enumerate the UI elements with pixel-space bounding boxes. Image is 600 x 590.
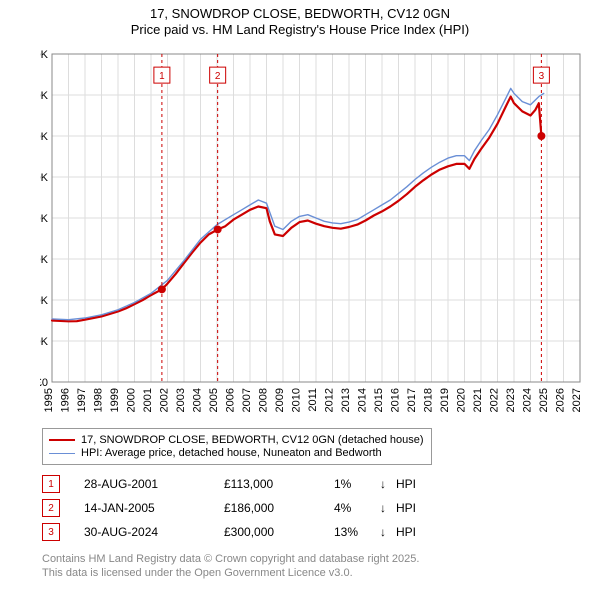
svg-text:2009: 2009 [274,388,286,412]
marker-row: 3 30-AUG-2024£300,00013%↓HPI [42,520,416,544]
svg-text:2000: 2000 [126,388,138,412]
legend-swatch [49,453,75,454]
svg-text:1: 1 [159,71,165,82]
svg-text:£400K: £400K [40,49,49,61]
svg-text:£50K: £50K [40,336,49,348]
down-arrow-icon: ↓ [380,525,396,539]
svg-text:1999: 1999 [109,388,121,412]
svg-text:2014: 2014 [357,388,369,412]
svg-text:2027: 2027 [571,388,583,412]
svg-text:£150K: £150K [40,254,49,266]
svg-text:2004: 2004 [192,388,204,412]
svg-text:2023: 2023 [505,388,517,412]
svg-text:2012: 2012 [324,388,336,412]
marker-pct: 4% [334,501,380,515]
svg-text:2017: 2017 [406,388,418,412]
marker-date: 30-AUG-2024 [84,525,224,539]
marker-badge: 3 [42,523,60,541]
svg-text:1996: 1996 [60,388,72,412]
svg-text:2019: 2019 [439,388,451,412]
svg-text:2018: 2018 [423,388,435,412]
svg-text:£200K: £200K [40,213,49,225]
marker-badge: 1 [42,475,60,493]
svg-text:2020: 2020 [456,388,468,412]
legend-label: 17, SNOWDROP CLOSE, BEDWORTH, CV12 0GN (… [81,434,424,446]
svg-text:2008: 2008 [258,388,270,412]
svg-text:2021: 2021 [472,388,484,412]
svg-text:£250K: £250K [40,172,49,184]
marker-suffix: HPI [396,477,416,491]
svg-text:2007: 2007 [241,388,253,412]
marker-table: 128-AUG-2001£113,0001%↓HPI214-JAN-2005£1… [42,472,416,544]
title-block: 17, SNOWDROP CLOSE, BEDWORTH, CV12 0GN P… [0,0,600,39]
footer-line1: Contains HM Land Registry data © Crown c… [42,552,419,566]
marker-price: £300,000 [224,525,334,539]
svg-text:2026: 2026 [555,388,567,412]
svg-text:2013: 2013 [340,388,352,412]
legend-box: 17, SNOWDROP CLOSE, BEDWORTH, CV12 0GN (… [42,428,432,465]
svg-text:2015: 2015 [373,388,385,412]
marker-price: £186,000 [224,501,334,515]
svg-text:2: 2 [215,71,221,82]
svg-text:2005: 2005 [208,388,220,412]
svg-text:1998: 1998 [93,388,105,412]
svg-text:£0: £0 [40,377,48,389]
marker-pct: 1% [334,477,380,491]
down-arrow-icon: ↓ [380,477,396,491]
svg-text:2002: 2002 [159,388,171,412]
svg-text:3: 3 [539,71,545,82]
svg-text:2001: 2001 [142,388,154,412]
svg-text:£300K: £300K [40,131,49,143]
marker-date: 14-JAN-2005 [84,501,224,515]
footer-note: Contains HM Land Registry data © Crown c… [42,552,419,581]
svg-text:2010: 2010 [291,388,303,412]
svg-text:1997: 1997 [76,388,88,412]
svg-text:1995: 1995 [43,388,55,412]
marker-row: 1 28-AUG-2001£113,0001%↓HPI [42,472,416,496]
svg-text:2011: 2011 [307,388,319,412]
title-line2: Price paid vs. HM Land Registry's House … [0,22,600,38]
marker-row: 2 14-JAN-2005£186,0004%↓HPI [42,496,416,520]
svg-text:£350K: £350K [40,90,49,102]
down-arrow-icon: ↓ [380,501,396,515]
legend-swatch [49,439,75,441]
svg-text:2022: 2022 [489,388,501,412]
price-chart-svg: £0 £50K £100K £150K £200K £250K £300K £350K £400… [40,46,590,416]
footer-line2: This data is licensed under the Open Gov… [42,566,419,580]
svg-text:2016: 2016 [390,388,402,412]
legend-label: HPI: Average price, detached house, Nune… [81,447,382,459]
marker-suffix: HPI [396,501,416,515]
chart-area: £0 £50K £100K £150K £200K £250K £300K £350K £400… [40,46,590,416]
marker-price: £113,000 [224,477,334,491]
legend-row: HPI: Average price, detached house, Nune… [49,447,425,459]
title-line1: 17, SNOWDROP CLOSE, BEDWORTH, CV12 0GN [0,6,600,22]
marker-pct: 13% [334,525,380,539]
legend-row: 17, SNOWDROP CLOSE, BEDWORTH, CV12 0GN (… [49,434,425,446]
svg-text:2025: 2025 [538,388,550,412]
svg-text:2024: 2024 [522,388,534,412]
svg-text:2003: 2003 [175,388,187,412]
marker-date: 28-AUG-2001 [84,477,224,491]
page-container: 17, SNOWDROP CLOSE, BEDWORTH, CV12 0GN P… [0,0,600,590]
marker-badge: 2 [42,499,60,517]
svg-text:£100K: £100K [40,295,49,307]
marker-suffix: HPI [396,525,416,539]
svg-text:2006: 2006 [225,388,237,412]
